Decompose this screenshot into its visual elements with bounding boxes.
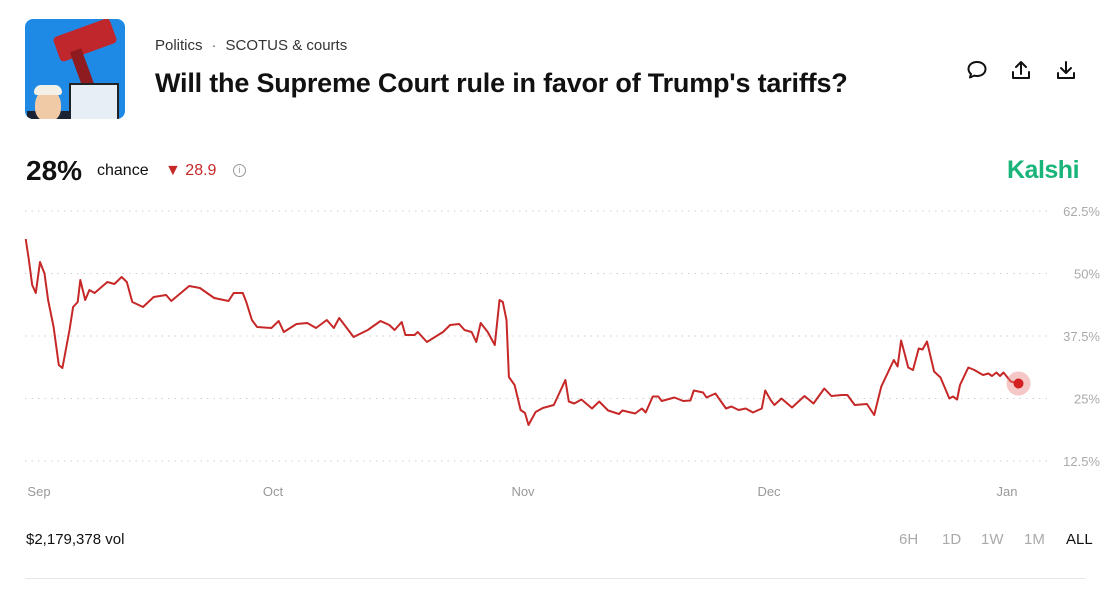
comment-icon[interactable] bbox=[965, 58, 989, 82]
x-tick-label: Oct bbox=[263, 484, 284, 499]
y-tick-label: 37.5% bbox=[1063, 329, 1100, 344]
divider bbox=[25, 578, 1085, 579]
price-line bbox=[24, 238, 1019, 426]
market-thumbnail bbox=[25, 19, 125, 119]
y-tick-label: 12.5% bbox=[1063, 454, 1100, 469]
breadcrumb-category[interactable]: Politics bbox=[155, 37, 203, 54]
x-tick-label: Jan bbox=[997, 484, 1018, 499]
info-icon[interactable]: i bbox=[233, 164, 246, 177]
chance-value: 28% bbox=[26, 155, 83, 186]
share-icon[interactable] bbox=[1009, 58, 1033, 82]
range-1m-button[interactable]: 1M bbox=[1024, 531, 1045, 548]
volume-label: $2,179,378 vol bbox=[26, 531, 125, 548]
breadcrumb-separator: · bbox=[211, 37, 217, 54]
y-tick-label: 50% bbox=[1074, 267, 1100, 282]
down-triangle-icon: ▼ bbox=[165, 162, 181, 179]
current-point bbox=[1013, 378, 1024, 389]
x-tick-label: Dec bbox=[757, 484, 781, 499]
range-6h-button[interactable]: 6H bbox=[899, 531, 919, 548]
x-tick-label: Nov bbox=[511, 484, 535, 499]
breadcrumb: Politics · SCOTUS & courts bbox=[155, 37, 347, 54]
page-title: Will the Supreme Court rule in favor of … bbox=[155, 68, 848, 98]
kalshi-logo: Kalshi bbox=[1007, 156, 1080, 184]
y-tick-label: 62.5% bbox=[1063, 204, 1100, 219]
document-image bbox=[69, 83, 119, 119]
range-all-button[interactable]: ALL bbox=[1066, 531, 1093, 548]
change-value: 28.9 bbox=[185, 162, 217, 179]
download-icon[interactable] bbox=[1054, 58, 1078, 82]
range-1w-button[interactable]: 1W bbox=[981, 531, 1004, 548]
breadcrumb-subcategory[interactable]: SCOTUS & courts bbox=[225, 37, 348, 54]
range-1d-button[interactable]: 1D bbox=[942, 531, 962, 548]
x-tick-label: Sep bbox=[27, 484, 50, 499]
person-hair bbox=[34, 85, 62, 95]
change-indicator: ▼ 28.9 bbox=[165, 162, 216, 180]
chance-label: chance bbox=[97, 162, 149, 179]
y-tick-label: 25% bbox=[1074, 392, 1100, 407]
